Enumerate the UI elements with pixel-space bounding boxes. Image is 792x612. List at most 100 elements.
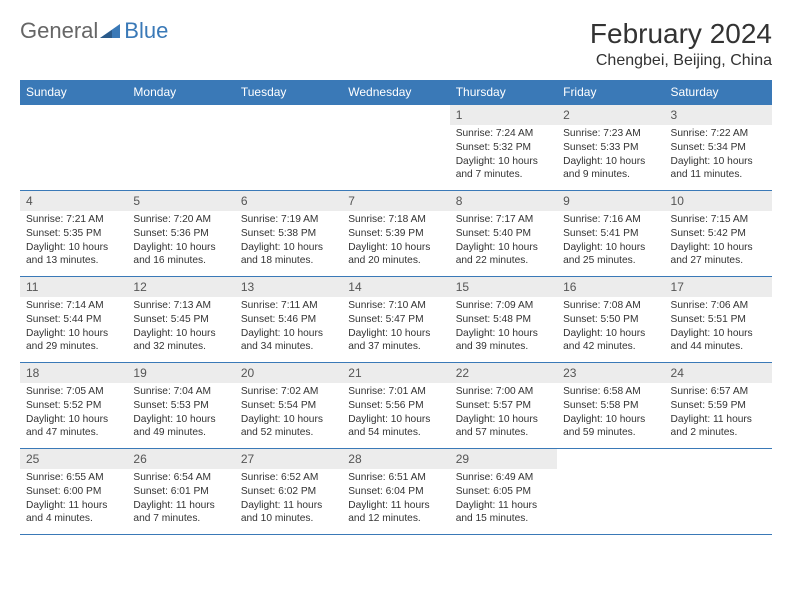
calendar-week-row: 18Sunrise: 7:05 AMSunset: 5:52 PMDayligh… [20,363,772,449]
day-content: Sunrise: 7:05 AMSunset: 5:52 PMDaylight:… [20,383,127,444]
logo-text-general: General [20,18,98,44]
daylight-text: Daylight: 10 hours and 18 minutes. [241,241,336,269]
day-content: Sunrise: 7:04 AMSunset: 5:53 PMDaylight:… [127,383,234,444]
daylight-text: Daylight: 10 hours and 42 minutes. [563,327,658,355]
day-content: Sunrise: 6:58 AMSunset: 5:58 PMDaylight:… [557,383,664,444]
weekday-header: Wednesday [342,80,449,105]
sunset-text: Sunset: 5:35 PM [26,227,121,241]
calendar-table: Sunday Monday Tuesday Wednesday Thursday… [20,80,772,535]
sunset-text: Sunset: 5:56 PM [348,399,443,413]
day-content: Sunrise: 6:54 AMSunset: 6:01 PMDaylight:… [127,469,234,530]
day-number: 1 [450,105,557,125]
calendar-day-cell: 5Sunrise: 7:20 AMSunset: 5:36 PMDaylight… [127,191,234,277]
day-number: 17 [665,277,772,297]
day-number: 15 [450,277,557,297]
sunrise-text: Sunrise: 7:05 AM [26,385,121,399]
calendar-body: 1Sunrise: 7:24 AMSunset: 5:32 PMDaylight… [20,105,772,535]
day-content: Sunrise: 7:10 AMSunset: 5:47 PMDaylight:… [342,297,449,358]
sunrise-text: Sunrise: 7:20 AM [133,213,228,227]
calendar-day-cell: 4Sunrise: 7:21 AMSunset: 5:35 PMDaylight… [20,191,127,277]
sunset-text: Sunset: 5:59 PM [671,399,766,413]
daylight-text: Daylight: 10 hours and 44 minutes. [671,327,766,355]
page-header: General Blue February 2024 Chengbei, Bei… [20,18,772,70]
sunset-text: Sunset: 5:58 PM [563,399,658,413]
sunset-text: Sunset: 6:02 PM [241,485,336,499]
calendar-day-cell [557,449,664,535]
sunrise-text: Sunrise: 7:09 AM [456,299,551,313]
day-number: 4 [20,191,127,211]
daylight-text: Daylight: 10 hours and 47 minutes. [26,413,121,441]
sunset-text: Sunset: 5:41 PM [563,227,658,241]
sunrise-text: Sunrise: 6:49 AM [456,471,551,485]
day-number: 2 [557,105,664,125]
daylight-text: Daylight: 10 hours and 49 minutes. [133,413,228,441]
day-number: 5 [127,191,234,211]
daylight-text: Daylight: 10 hours and 57 minutes. [456,413,551,441]
calendar-day-cell: 8Sunrise: 7:17 AMSunset: 5:40 PMDaylight… [450,191,557,277]
day-number: 28 [342,449,449,469]
sunset-text: Sunset: 5:33 PM [563,141,658,155]
sunset-text: Sunset: 5:57 PM [456,399,551,413]
sunset-text: Sunset: 5:53 PM [133,399,228,413]
daylight-text: Daylight: 11 hours and 15 minutes. [456,499,551,527]
day-content: Sunrise: 6:55 AMSunset: 6:00 PMDaylight:… [20,469,127,530]
calendar-day-cell [342,105,449,191]
logo-triangle-icon [100,22,122,40]
day-content: Sunrise: 7:18 AMSunset: 5:39 PMDaylight:… [342,211,449,272]
calendar-day-cell [20,105,127,191]
sunset-text: Sunset: 5:34 PM [671,141,766,155]
day-content: Sunrise: 7:15 AMSunset: 5:42 PMDaylight:… [665,211,772,272]
daylight-text: Daylight: 10 hours and 20 minutes. [348,241,443,269]
logo: General Blue [20,18,168,44]
day-content: Sunrise: 7:00 AMSunset: 5:57 PMDaylight:… [450,383,557,444]
daylight-text: Daylight: 10 hours and 32 minutes. [133,327,228,355]
sunrise-text: Sunrise: 7:23 AM [563,127,658,141]
daylight-text: Daylight: 10 hours and 9 minutes. [563,155,658,183]
sunrise-text: Sunrise: 6:52 AM [241,471,336,485]
sunrise-text: Sunrise: 7:08 AM [563,299,658,313]
weekday-header: Tuesday [235,80,342,105]
day-content: Sunrise: 7:02 AMSunset: 5:54 PMDaylight:… [235,383,342,444]
sunrise-text: Sunrise: 6:51 AM [348,471,443,485]
calendar-day-cell: 19Sunrise: 7:04 AMSunset: 5:53 PMDayligh… [127,363,234,449]
day-content: Sunrise: 7:01 AMSunset: 5:56 PMDaylight:… [342,383,449,444]
daylight-text: Daylight: 10 hours and 29 minutes. [26,327,121,355]
location-subtitle: Chengbei, Beijing, China [590,52,772,70]
sunrise-text: Sunrise: 7:00 AM [456,385,551,399]
sunrise-text: Sunrise: 7:21 AM [26,213,121,227]
day-content: Sunrise: 6:57 AMSunset: 5:59 PMDaylight:… [665,383,772,444]
daylight-text: Daylight: 10 hours and 13 minutes. [26,241,121,269]
calendar-day-cell: 23Sunrise: 6:58 AMSunset: 5:58 PMDayligh… [557,363,664,449]
calendar-day-cell: 13Sunrise: 7:11 AMSunset: 5:46 PMDayligh… [235,277,342,363]
calendar-week-row: 11Sunrise: 7:14 AMSunset: 5:44 PMDayligh… [20,277,772,363]
day-content: Sunrise: 7:08 AMSunset: 5:50 PMDaylight:… [557,297,664,358]
daylight-text: Daylight: 10 hours and 34 minutes. [241,327,336,355]
calendar-day-cell [127,105,234,191]
daylight-text: Daylight: 11 hours and 7 minutes. [133,499,228,527]
sunset-text: Sunset: 6:04 PM [348,485,443,499]
sunrise-text: Sunrise: 7:15 AM [671,213,766,227]
day-content: Sunrise: 7:21 AMSunset: 5:35 PMDaylight:… [20,211,127,272]
calendar-day-cell: 11Sunrise: 7:14 AMSunset: 5:44 PMDayligh… [20,277,127,363]
day-number: 24 [665,363,772,383]
calendar-day-cell: 20Sunrise: 7:02 AMSunset: 5:54 PMDayligh… [235,363,342,449]
sunrise-text: Sunrise: 6:57 AM [671,385,766,399]
day-content: Sunrise: 7:09 AMSunset: 5:48 PMDaylight:… [450,297,557,358]
daylight-text: Daylight: 10 hours and 7 minutes. [456,155,551,183]
weekday-header: Sunday [20,80,127,105]
daylight-text: Daylight: 10 hours and 37 minutes. [348,327,443,355]
calendar-day-cell: 7Sunrise: 7:18 AMSunset: 5:39 PMDaylight… [342,191,449,277]
daylight-text: Daylight: 10 hours and 39 minutes. [456,327,551,355]
sunset-text: Sunset: 5:54 PM [241,399,336,413]
weekday-header-row: Sunday Monday Tuesday Wednesday Thursday… [20,80,772,105]
sunrise-text: Sunrise: 7:18 AM [348,213,443,227]
weekday-header: Thursday [450,80,557,105]
sunrise-text: Sunrise: 7:17 AM [456,213,551,227]
sunset-text: Sunset: 5:32 PM [456,141,551,155]
sunset-text: Sunset: 5:36 PM [133,227,228,241]
calendar-day-cell: 29Sunrise: 6:49 AMSunset: 6:05 PMDayligh… [450,449,557,535]
sunset-text: Sunset: 5:39 PM [348,227,443,241]
day-content: Sunrise: 7:06 AMSunset: 5:51 PMDaylight:… [665,297,772,358]
calendar-day-cell: 15Sunrise: 7:09 AMSunset: 5:48 PMDayligh… [450,277,557,363]
calendar-day-cell: 1Sunrise: 7:24 AMSunset: 5:32 PMDaylight… [450,105,557,191]
